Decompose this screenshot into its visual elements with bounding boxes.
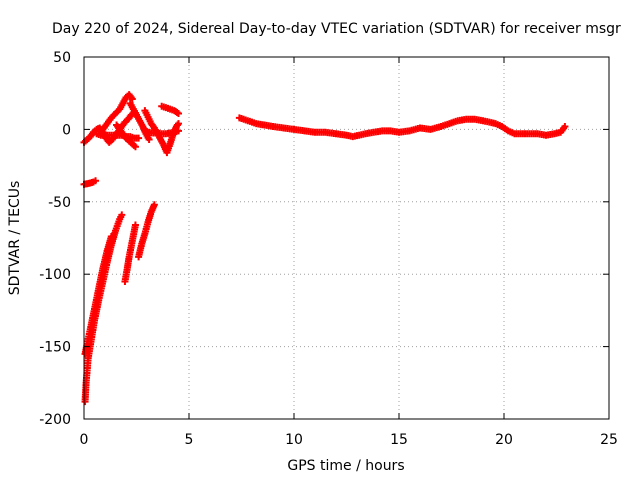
x-tick-label: 5 [185,432,194,448]
x-tick-label: 15 [390,432,408,448]
series-track-day-arc [235,114,569,141]
data-point [128,95,136,103]
y-axis-label: SDTVAR / TECUs [7,181,23,296]
data-point [150,201,158,209]
y-tick-label: -200 [39,412,71,428]
x-tick-label: 20 [495,432,513,448]
series-track-rise-to-peak [99,91,136,133]
series-track-descent-4 [135,201,158,261]
data-point [131,221,139,229]
data-point [175,109,182,117]
data-point [92,177,100,185]
y-tick-label: -100 [39,267,71,283]
x-axis-label: GPS time / hours [287,458,404,474]
series-track-flat-minus-two [141,127,182,138]
data-point [135,134,143,142]
y-tick-label: -50 [48,195,71,211]
y-tick-label: 0 [62,122,71,138]
series-track-descent-1 [81,211,126,406]
series-track-zero-band [93,130,143,142]
series-track-upper-right [158,102,182,117]
series-track-descent-2 [81,233,115,358]
x-tick-label: 0 [80,432,89,448]
axis-ticks: 0 5 10 15 20 25 -200 -150 -100 -50 0 50 [39,50,618,448]
x-tick-label: 10 [285,432,303,448]
data-point [131,143,139,151]
data-point [175,120,182,128]
series-track-minus-37 [80,177,100,188]
x-tick-label: 25 [600,432,618,448]
series-track-descent-3 [121,221,139,285]
data-point [145,136,153,144]
data-point [118,211,126,219]
data-point [561,123,569,131]
plot-area-frame [83,56,610,420]
chart-title: Day 220 of 2024, Sidereal Day-to-day VTE… [52,21,621,37]
grid-lines [84,57,609,419]
y-tick-label: 50 [53,50,71,66]
data-points [80,91,569,406]
data-point [175,127,182,135]
data-point [107,233,115,241]
y-tick-label: -150 [39,340,71,356]
